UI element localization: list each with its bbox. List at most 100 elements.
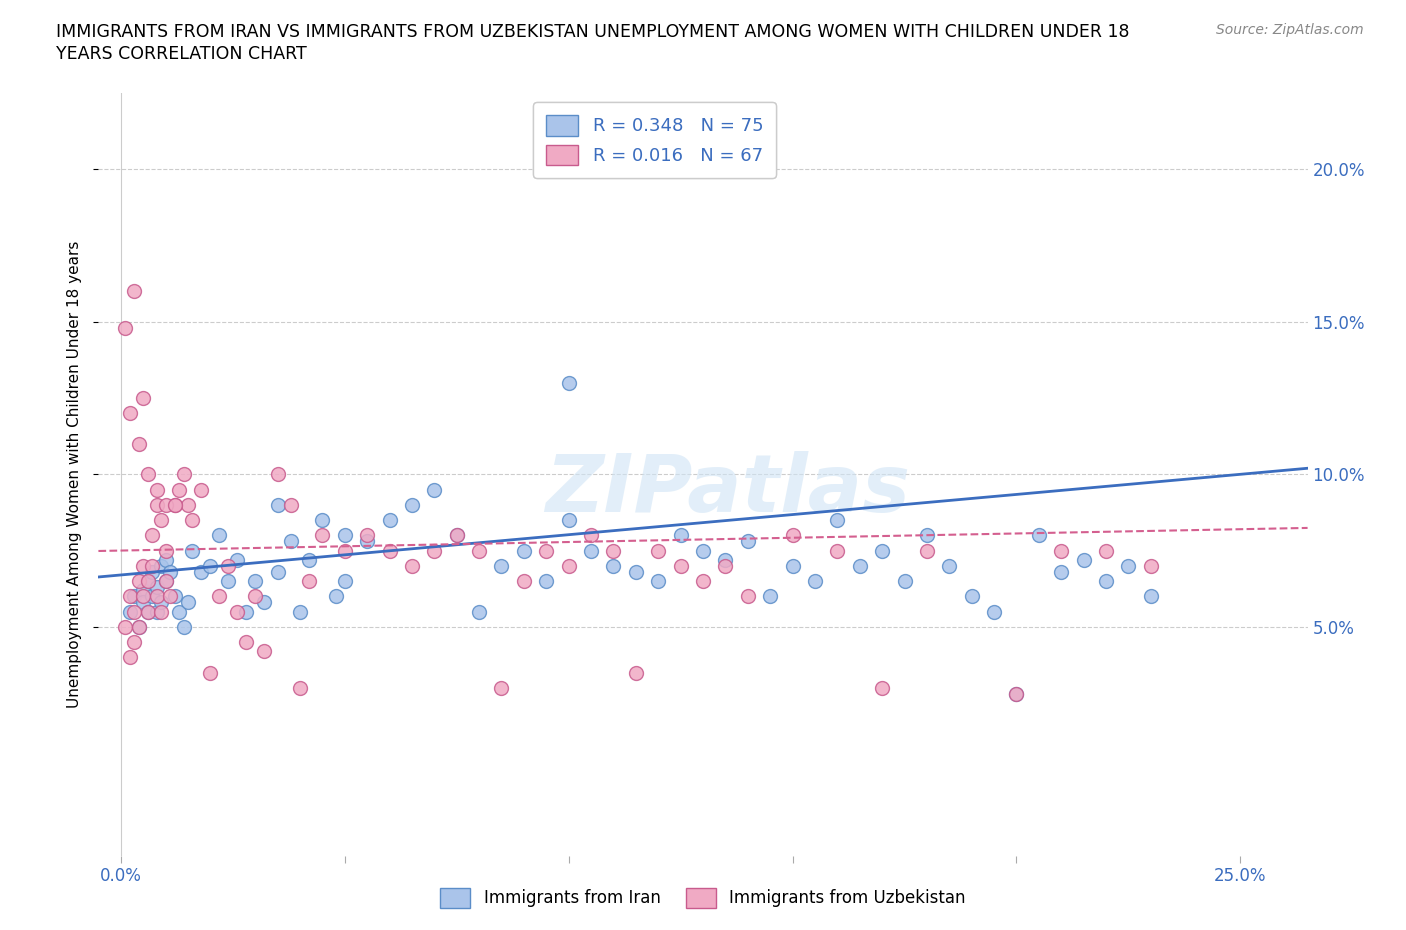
Point — [804, 574, 827, 589]
Point — [536, 574, 558, 589]
Point — [132, 391, 155, 405]
Point — [915, 543, 938, 558]
Point — [827, 512, 849, 527]
Point — [692, 543, 714, 558]
Text: ZIPatlas: ZIPatlas — [544, 450, 910, 528]
Point — [983, 604, 1005, 619]
Point — [446, 528, 468, 543]
Point — [200, 665, 222, 680]
Point — [491, 558, 513, 573]
Point — [938, 558, 960, 573]
Point — [167, 604, 190, 619]
Point — [491, 681, 513, 696]
Legend: R = 0.348   N = 75, R = 0.016   N = 67: R = 0.348 N = 75, R = 0.016 N = 67 — [533, 102, 776, 178]
Point — [288, 604, 311, 619]
Point — [893, 574, 915, 589]
Point — [118, 405, 141, 420]
Point — [280, 534, 302, 549]
Point — [513, 574, 536, 589]
Point — [118, 604, 141, 619]
Point — [960, 589, 983, 604]
Point — [122, 634, 145, 649]
Point — [177, 595, 200, 610]
Point — [1050, 543, 1073, 558]
Point — [141, 565, 163, 579]
Point — [253, 644, 276, 658]
Point — [311, 528, 333, 543]
Point — [401, 498, 423, 512]
Point — [333, 574, 356, 589]
Point — [136, 467, 159, 482]
Point — [446, 528, 468, 543]
Point — [782, 528, 804, 543]
Point — [159, 565, 181, 579]
Point — [311, 512, 333, 527]
Point — [624, 665, 647, 680]
Point — [737, 534, 759, 549]
Point — [298, 552, 321, 567]
Point — [128, 619, 150, 634]
Point — [155, 552, 177, 567]
Point — [423, 543, 446, 558]
Point — [235, 604, 257, 619]
Point — [173, 467, 195, 482]
Point — [401, 558, 423, 573]
Point — [356, 528, 378, 543]
Point — [915, 528, 938, 543]
Point — [141, 528, 163, 543]
Y-axis label: Unemployment Among Women with Children Under 18 years: Unemployment Among Women with Children U… — [67, 241, 83, 708]
Text: IMMIGRANTS FROM IRAN VS IMMIGRANTS FROM UZBEKISTAN UNEMPLOYMENT AMONG WOMEN WITH: IMMIGRANTS FROM IRAN VS IMMIGRANTS FROM … — [56, 23, 1130, 41]
Point — [136, 574, 159, 589]
Point — [669, 528, 692, 543]
Point — [132, 589, 155, 604]
Point — [167, 482, 190, 497]
Point — [145, 604, 167, 619]
Point — [114, 619, 136, 634]
Point — [226, 604, 249, 619]
Point — [253, 595, 276, 610]
Point — [132, 558, 155, 573]
Point — [173, 619, 195, 634]
Point — [150, 604, 173, 619]
Point — [243, 589, 266, 604]
Point — [1005, 686, 1028, 701]
Point — [155, 498, 177, 512]
Point — [1073, 552, 1095, 567]
Point — [325, 589, 347, 604]
Point — [208, 528, 231, 543]
Point — [1140, 589, 1163, 604]
Point — [141, 589, 163, 604]
Point — [737, 589, 759, 604]
Point — [423, 482, 446, 497]
Point — [536, 543, 558, 558]
Point — [579, 528, 602, 543]
Point — [200, 558, 222, 573]
Point — [128, 436, 150, 451]
Point — [136, 574, 159, 589]
Point — [132, 595, 155, 610]
Point — [150, 558, 173, 573]
Point — [602, 543, 624, 558]
Point — [159, 589, 181, 604]
Point — [226, 552, 249, 567]
Point — [1095, 543, 1118, 558]
Point — [288, 681, 311, 696]
Point — [782, 558, 804, 573]
Point — [181, 543, 204, 558]
Point — [132, 583, 155, 598]
Point — [118, 650, 141, 665]
Point — [557, 376, 579, 391]
Point — [136, 604, 159, 619]
Text: YEARS CORRELATION CHART: YEARS CORRELATION CHART — [56, 45, 307, 62]
Point — [266, 565, 288, 579]
Point — [468, 543, 491, 558]
Point — [128, 619, 150, 634]
Point — [1095, 574, 1118, 589]
Point — [122, 284, 145, 299]
Point — [356, 534, 378, 549]
Point — [669, 558, 692, 573]
Point — [145, 498, 167, 512]
Point — [150, 512, 173, 527]
Point — [1140, 558, 1163, 573]
Point — [145, 482, 167, 497]
